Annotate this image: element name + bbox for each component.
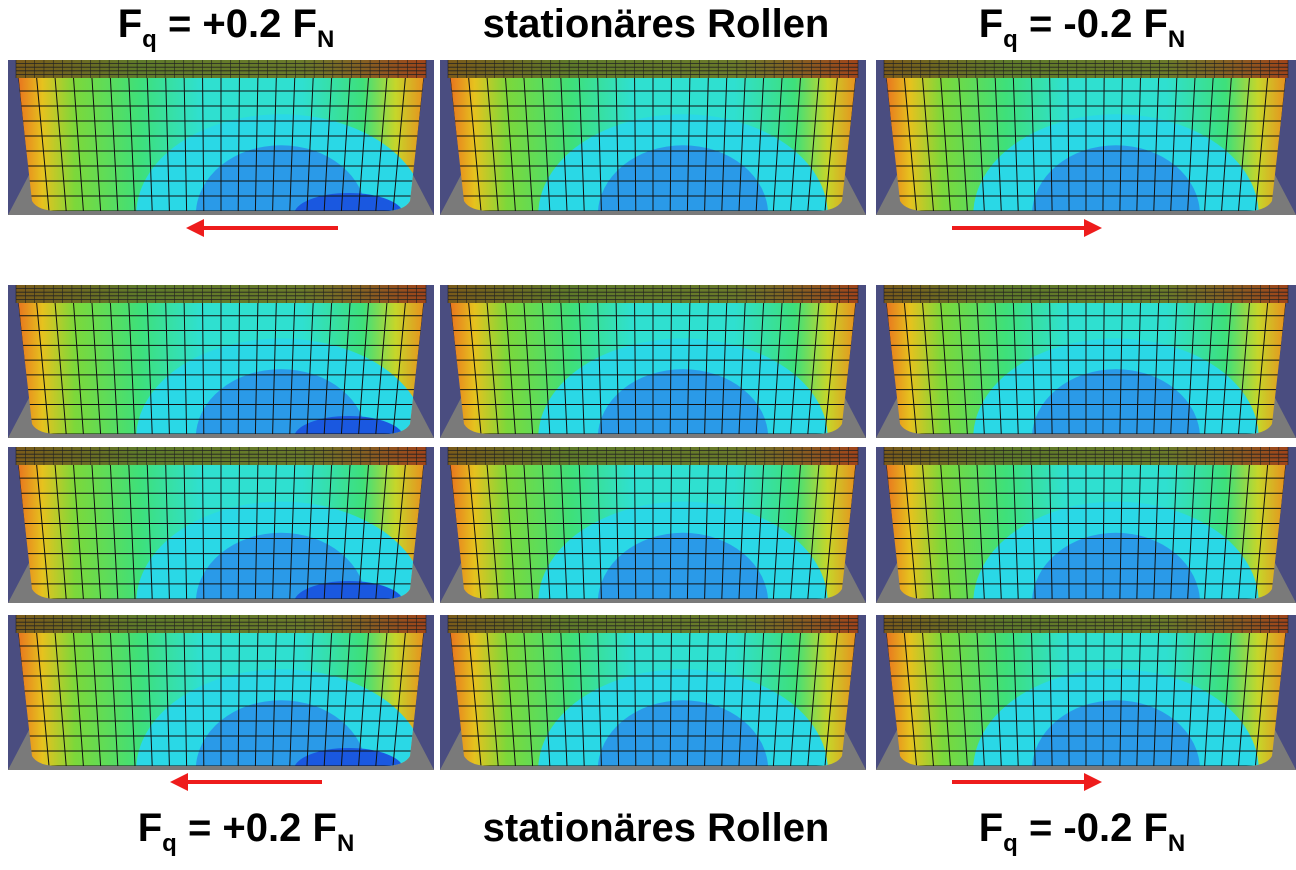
subscript: q [1003, 26, 1018, 53]
subscript: N [317, 26, 334, 53]
tire-panel [440, 60, 866, 316]
arrow-head [1084, 773, 1102, 791]
label-text: F [979, 806, 1003, 850]
subscript: N [1168, 26, 1185, 53]
subscript: N [337, 830, 354, 857]
subscript: q [1003, 830, 1018, 857]
label-text: stationäres Rollen [483, 2, 830, 46]
label-text: F [138, 806, 162, 850]
label-text: = +0.2 F [157, 2, 317, 46]
bottom-label: Fq = -0.2 FN [866, 806, 1296, 858]
bottom-label: stationäres Rollen [440, 806, 872, 851]
top-label: Fq = -0.2 FN [866, 2, 1296, 54]
label-text: = +0.2 F [177, 806, 337, 850]
bottom-label: Fq = +0.2 FN [30, 806, 462, 858]
tire-panel [8, 60, 434, 316]
label-text: F [979, 2, 1003, 46]
arrow-head [186, 219, 204, 237]
subscript: N [1168, 830, 1185, 857]
label-text: stationäres Rollen [483, 806, 830, 850]
figure: Fq = +0.2 FN stationäres Rollen Fq = -0.… [0, 0, 1296, 870]
top-label: stationäres Rollen [440, 2, 872, 47]
arrow-head [1084, 219, 1102, 237]
label-text: = -0.2 F [1018, 806, 1168, 850]
subscript: q [162, 830, 177, 857]
panels [0, 0, 1296, 870]
label-text: F [118, 2, 142, 46]
tire-panel [876, 60, 1296, 316]
subscript: q [142, 26, 157, 53]
arrow-head [170, 773, 188, 791]
label-text: = -0.2 F [1018, 2, 1168, 46]
top-label: Fq = +0.2 FN [10, 2, 442, 54]
